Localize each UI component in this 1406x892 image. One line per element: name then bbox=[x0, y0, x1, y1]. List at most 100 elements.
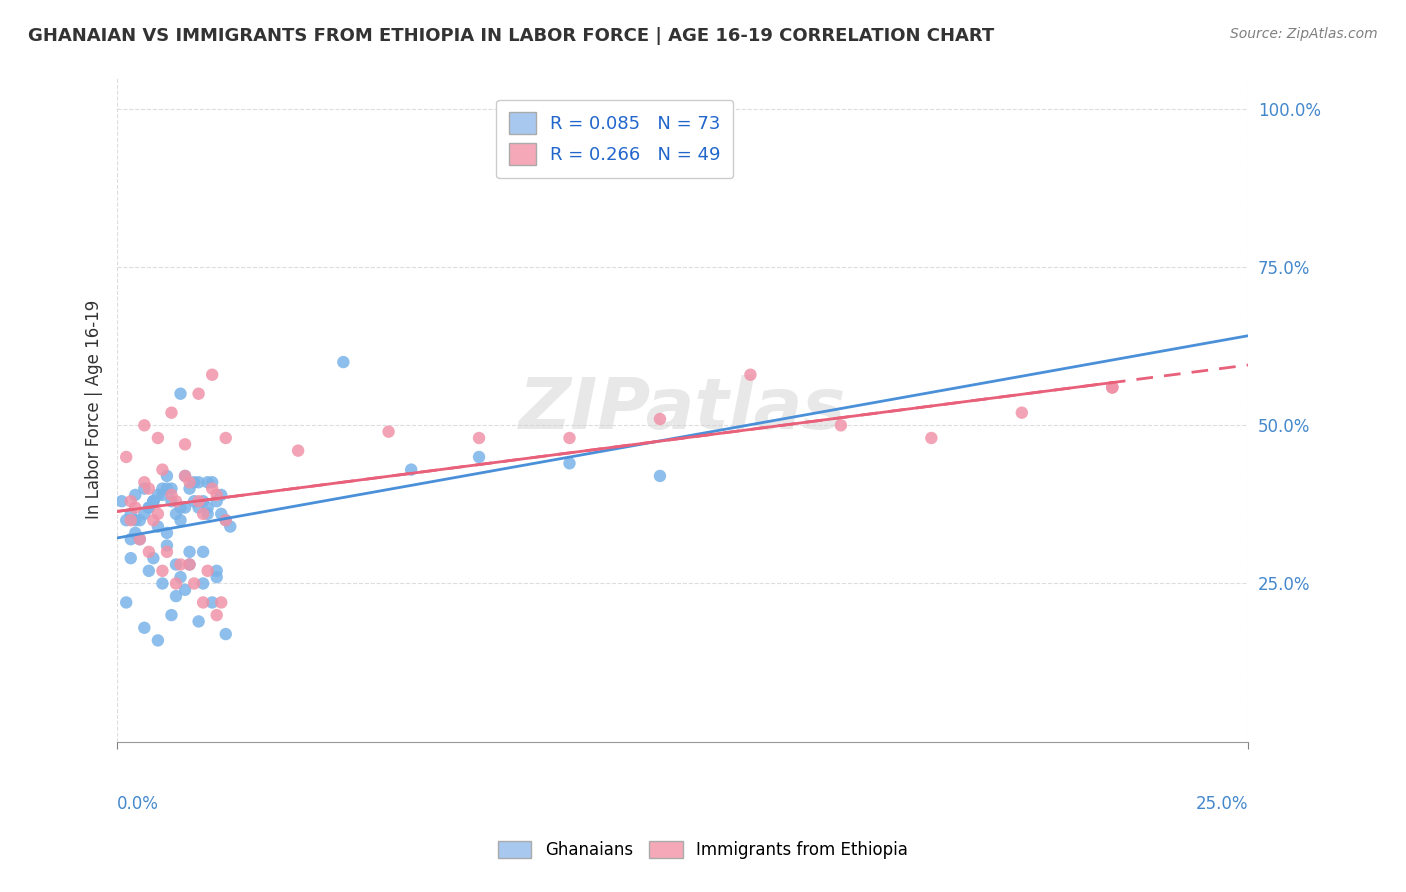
Point bbox=[124, 500, 146, 515]
Point bbox=[124, 525, 146, 540]
Point bbox=[152, 564, 174, 578]
Text: 25.0%: 25.0% bbox=[1195, 795, 1249, 813]
Text: ZIPatlas: ZIPatlas bbox=[519, 375, 846, 444]
Point bbox=[197, 475, 219, 490]
Point bbox=[183, 576, 205, 591]
Point bbox=[201, 482, 224, 496]
Point bbox=[156, 482, 179, 496]
Point bbox=[179, 545, 201, 559]
Point bbox=[120, 507, 142, 521]
Point bbox=[156, 525, 179, 540]
Point bbox=[142, 551, 165, 566]
Point bbox=[138, 545, 160, 559]
Point bbox=[146, 488, 169, 502]
Point bbox=[209, 507, 232, 521]
Point bbox=[120, 494, 142, 508]
Point bbox=[128, 532, 150, 546]
Point bbox=[146, 431, 169, 445]
Point bbox=[332, 355, 354, 369]
Point bbox=[124, 513, 146, 527]
Point bbox=[152, 488, 174, 502]
Point bbox=[120, 551, 142, 566]
Point bbox=[152, 482, 174, 496]
Point bbox=[165, 507, 187, 521]
Point bbox=[165, 494, 187, 508]
Point bbox=[205, 570, 228, 584]
Point bbox=[187, 615, 209, 629]
Point bbox=[191, 507, 214, 521]
Point bbox=[165, 589, 187, 603]
Point bbox=[197, 564, 219, 578]
Point bbox=[201, 368, 224, 382]
Point bbox=[169, 500, 191, 515]
Point bbox=[115, 450, 138, 464]
Point bbox=[156, 469, 179, 483]
Point bbox=[215, 513, 238, 527]
Point bbox=[124, 488, 146, 502]
Point bbox=[165, 558, 187, 572]
Point bbox=[201, 595, 224, 609]
Point bbox=[134, 418, 156, 433]
Point bbox=[120, 532, 142, 546]
Point bbox=[197, 507, 219, 521]
Point bbox=[179, 482, 201, 496]
Point bbox=[191, 494, 214, 508]
Point bbox=[187, 475, 209, 490]
Point bbox=[558, 431, 581, 445]
Point bbox=[156, 539, 179, 553]
Point bbox=[169, 513, 191, 527]
Point bbox=[215, 627, 238, 641]
Point bbox=[920, 431, 942, 445]
Point bbox=[179, 558, 201, 572]
Point bbox=[191, 595, 214, 609]
Point bbox=[1011, 406, 1033, 420]
Point bbox=[146, 507, 169, 521]
Legend: Ghanaians, Immigrants from Ethiopia: Ghanaians, Immigrants from Ethiopia bbox=[491, 834, 915, 866]
Point bbox=[160, 608, 183, 623]
Point bbox=[205, 488, 228, 502]
Point bbox=[138, 500, 160, 515]
Point bbox=[377, 425, 399, 439]
Point bbox=[1101, 380, 1123, 394]
Point bbox=[134, 475, 156, 490]
Point bbox=[152, 462, 174, 476]
Point bbox=[174, 500, 197, 515]
Point bbox=[187, 500, 209, 515]
Point bbox=[115, 595, 138, 609]
Point bbox=[205, 608, 228, 623]
Point bbox=[205, 564, 228, 578]
Point bbox=[142, 494, 165, 508]
Point bbox=[287, 443, 309, 458]
Point bbox=[165, 576, 187, 591]
Point bbox=[179, 475, 201, 490]
Point bbox=[134, 507, 156, 521]
Point bbox=[1101, 380, 1123, 394]
Point bbox=[468, 431, 491, 445]
Point bbox=[648, 412, 671, 426]
Point bbox=[142, 513, 165, 527]
Point bbox=[191, 576, 214, 591]
Point bbox=[142, 494, 165, 508]
Point bbox=[197, 500, 219, 515]
Point bbox=[160, 406, 183, 420]
Point bbox=[830, 418, 852, 433]
Point bbox=[183, 475, 205, 490]
Point bbox=[187, 386, 209, 401]
Point bbox=[468, 450, 491, 464]
Text: GHANAIAN VS IMMIGRANTS FROM ETHIOPIA IN LABOR FORCE | AGE 16-19 CORRELATION CHAR: GHANAIAN VS IMMIGRANTS FROM ETHIOPIA IN … bbox=[28, 27, 994, 45]
Point bbox=[740, 368, 762, 382]
Point bbox=[152, 576, 174, 591]
Text: Source: ZipAtlas.com: Source: ZipAtlas.com bbox=[1230, 27, 1378, 41]
Y-axis label: In Labor Force | Age 16-19: In Labor Force | Age 16-19 bbox=[86, 300, 103, 519]
Point bbox=[134, 482, 156, 496]
Legend: R = 0.085   N = 73, R = 0.266   N = 49: R = 0.085 N = 73, R = 0.266 N = 49 bbox=[496, 100, 734, 178]
Point bbox=[128, 513, 150, 527]
Point bbox=[215, 513, 238, 527]
Point bbox=[146, 519, 169, 533]
Point bbox=[169, 386, 191, 401]
Point bbox=[174, 437, 197, 451]
Point bbox=[179, 558, 201, 572]
Point bbox=[648, 469, 671, 483]
Point bbox=[156, 545, 179, 559]
Point bbox=[142, 494, 165, 508]
